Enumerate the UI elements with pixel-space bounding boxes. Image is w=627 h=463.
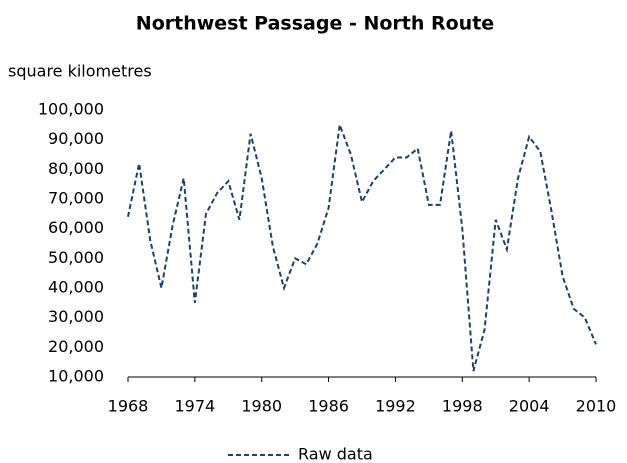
y-tick-label: 30,000 xyxy=(48,307,104,326)
x-tick-label: 2010 xyxy=(576,397,617,416)
y-tick-label: 20,000 xyxy=(48,337,104,356)
chart-title: Northwest Passage - North Route xyxy=(136,13,494,35)
x-tick-label: 1992 xyxy=(375,397,416,416)
x-tick-label: 2004 xyxy=(509,397,550,416)
legend-label: Raw data xyxy=(298,445,373,463)
x-tick-label: 1998 xyxy=(442,397,483,416)
x-tick-label: 1986 xyxy=(308,397,349,416)
y-tick-label: 40,000 xyxy=(48,278,104,297)
y-tick-label: 60,000 xyxy=(48,218,104,237)
y-tick-label: 70,000 xyxy=(48,189,104,208)
x-tick-label: 1974 xyxy=(174,397,215,416)
y-tick-label: 100,000 xyxy=(38,100,104,119)
line-series xyxy=(127,124,597,372)
x-tick-label: 1980 xyxy=(241,397,282,416)
y-tick-label: 50,000 xyxy=(48,248,104,267)
x-tick-label: 1968 xyxy=(108,397,149,416)
y-tick-label: 90,000 xyxy=(48,129,104,148)
y-tick-label: 10,000 xyxy=(48,367,104,386)
y-tick-label: 80,000 xyxy=(48,159,104,178)
y-axis-label: square kilometres xyxy=(8,62,152,81)
